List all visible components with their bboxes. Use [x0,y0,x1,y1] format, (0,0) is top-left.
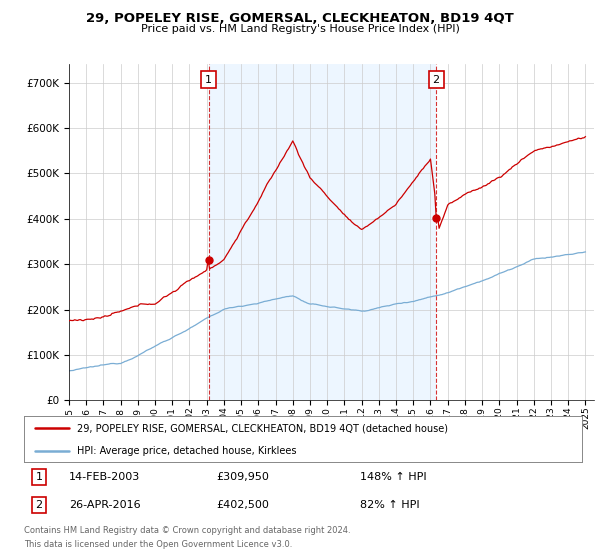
Text: Contains HM Land Registry data © Crown copyright and database right 2024.: Contains HM Land Registry data © Crown c… [24,526,350,535]
Text: Price paid vs. HM Land Registry's House Price Index (HPI): Price paid vs. HM Land Registry's House … [140,24,460,34]
Text: 82% ↑ HPI: 82% ↑ HPI [360,500,419,510]
Text: 26-APR-2016: 26-APR-2016 [69,500,140,510]
Text: 29, POPELEY RISE, GOMERSAL, CLECKHEATON, BD19 4QT (detached house): 29, POPELEY RISE, GOMERSAL, CLECKHEATON,… [77,423,448,433]
Text: 14-FEB-2003: 14-FEB-2003 [69,472,140,482]
Text: £309,950: £309,950 [216,472,269,482]
Text: 1: 1 [205,74,212,85]
Bar [209,64,436,400]
Text: 2: 2 [433,74,440,85]
Text: 29, POPELEY RISE, GOMERSAL, CLECKHEATON, BD19 4QT: 29, POPELEY RISE, GOMERSAL, CLECKHEATON,… [86,12,514,25]
Text: £402,500: £402,500 [216,500,269,510]
Text: HPI: Average price, detached house, Kirklees: HPI: Average price, detached house, Kirk… [77,446,296,455]
Text: This data is licensed under the Open Government Licence v3.0.: This data is licensed under the Open Gov… [24,540,292,549]
Text: 2: 2 [35,500,43,510]
Text: 1: 1 [35,472,43,482]
Text: 148% ↑ HPI: 148% ↑ HPI [360,472,427,482]
